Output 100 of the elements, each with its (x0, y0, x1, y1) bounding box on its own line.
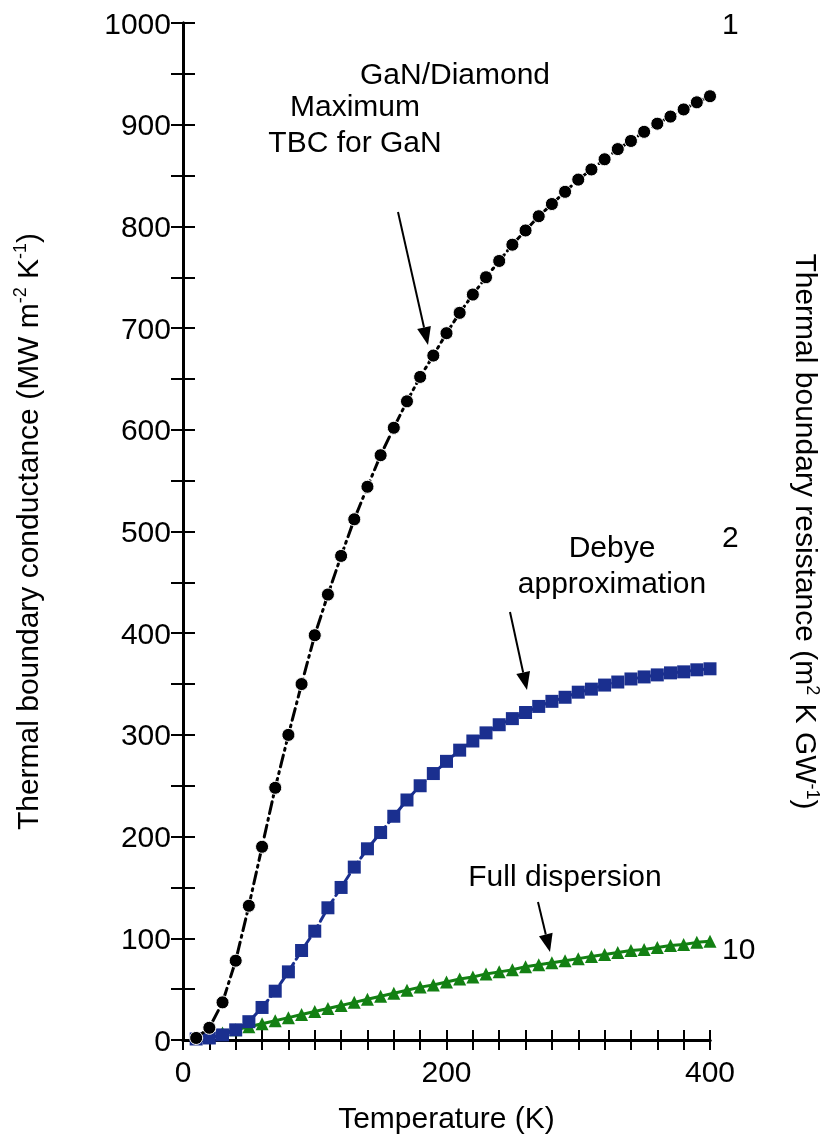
point (453, 972, 467, 986)
point (386, 420, 401, 435)
point (360, 842, 374, 856)
point (544, 197, 559, 212)
point (453, 743, 467, 757)
point (295, 1008, 309, 1022)
y-tick-label: 200 (120, 820, 171, 854)
point (571, 952, 585, 966)
point (440, 754, 453, 768)
point (505, 712, 519, 726)
point (334, 880, 348, 894)
point (360, 479, 375, 494)
point (571, 172, 586, 187)
point (703, 89, 717, 104)
x-tick-label: 0 (174, 1054, 192, 1088)
point (347, 512, 362, 527)
point (307, 628, 322, 643)
text: 10 (722, 932, 756, 965)
point (426, 348, 441, 363)
point (466, 970, 480, 984)
point (242, 1015, 256, 1029)
point (321, 901, 335, 915)
point (611, 675, 625, 689)
point (650, 940, 664, 954)
point (374, 826, 388, 840)
y-tick-label: 500 (120, 515, 171, 548)
x-tick-label: 400 (684, 1054, 736, 1088)
point (598, 948, 612, 962)
y-tick-label: 1000 (104, 6, 171, 40)
point (558, 954, 572, 968)
point (202, 1020, 217, 1035)
y-axis-title: Thermal boundary conductance (MW m-2 K-1) (10, 232, 44, 831)
point (413, 369, 428, 384)
point (690, 663, 704, 677)
point (439, 326, 454, 341)
point (400, 793, 414, 807)
point (690, 935, 704, 949)
annotation: Debye approximation (517, 530, 707, 599)
point (584, 682, 598, 696)
point (281, 965, 295, 979)
point (308, 1005, 322, 1019)
point (281, 1011, 295, 1025)
point (518, 223, 533, 238)
point (663, 666, 677, 680)
x-axis-title: Temperature (K) (338, 1100, 555, 1134)
y-tick-label: 600 (120, 413, 171, 447)
point (532, 699, 546, 713)
point (611, 946, 625, 960)
point (374, 989, 388, 1003)
point (703, 934, 717, 948)
point (466, 734, 480, 748)
point (598, 678, 612, 692)
point (334, 548, 349, 563)
point (295, 944, 309, 957)
y2-axis-title: Thermal boundary resistance (m2 K GW-1) (789, 253, 823, 810)
point (268, 1014, 282, 1028)
point (584, 950, 598, 964)
point (505, 237, 520, 252)
point (558, 184, 573, 199)
point (663, 938, 677, 952)
point (637, 942, 651, 956)
point (255, 839, 270, 854)
point (571, 685, 585, 699)
point (677, 665, 691, 679)
point (268, 984, 282, 998)
point (650, 116, 665, 131)
point (545, 694, 559, 708)
point (597, 152, 612, 167)
point (294, 677, 309, 692)
point (677, 937, 691, 951)
point (623, 133, 638, 148)
point (321, 1001, 335, 1015)
point (426, 978, 440, 992)
point (387, 809, 401, 823)
point (255, 1000, 269, 1014)
point (479, 967, 493, 981)
point (531, 209, 546, 224)
point (532, 958, 546, 972)
point (505, 963, 519, 977)
y-tick-label: 400 (120, 616, 171, 650)
point (228, 953, 243, 968)
annotation: GaN/Diamond (359, 57, 551, 90)
x-tick-label: 200 (421, 1054, 472, 1088)
y-tick-label: 700 (120, 311, 171, 345)
point (452, 305, 467, 320)
point (440, 975, 453, 989)
point (650, 668, 664, 682)
point (689, 95, 704, 110)
point (360, 992, 374, 1006)
text: 1 (722, 7, 739, 40)
point (584, 162, 599, 177)
point (373, 448, 388, 463)
y-tick-label: 900 (120, 108, 171, 142)
y-tick-label: 800 (120, 209, 171, 243)
point (610, 142, 625, 157)
point (465, 287, 480, 302)
point (624, 944, 638, 957)
point (519, 706, 533, 720)
y-tick-label: 100 (120, 921, 171, 955)
point (492, 965, 506, 979)
